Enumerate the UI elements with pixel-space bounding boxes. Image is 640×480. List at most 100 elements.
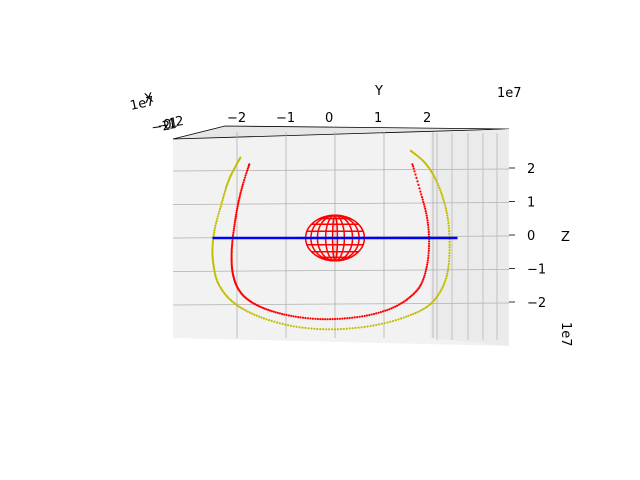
trajectory-point (313, 327, 316, 330)
trajectory-point (238, 197, 241, 200)
trajectory-point (428, 240, 431, 243)
trajectory-point (353, 316, 356, 319)
trajectory-point (419, 190, 422, 193)
trajectory-point (289, 324, 292, 327)
trajectory-point (287, 324, 290, 327)
trajectory-point (212, 265, 215, 268)
trajectory-point (281, 322, 284, 325)
trajectory-point (369, 324, 372, 328)
trajectory-point (426, 305, 429, 308)
trajectory-point (425, 268, 428, 271)
trajectory-point (211, 245, 214, 248)
trajectory-point (213, 226, 216, 229)
trajectory-point (211, 250, 214, 253)
trajectory-point (213, 229, 216, 232)
trajectory-point (417, 183, 420, 186)
trajectory-point (222, 196, 225, 200)
trajectory-point (427, 226, 430, 229)
trajectory-point (375, 323, 378, 327)
trajectory-point (234, 302, 237, 305)
trajectory-point (447, 227, 451, 230)
trajectory-point (261, 306, 264, 309)
trajectory-point (242, 181, 245, 184)
trajectory-point (418, 285, 421, 288)
trajectory-point (434, 297, 437, 300)
trajectory-point (422, 276, 425, 279)
trajectory-point (299, 316, 302, 319)
trajectory-point (336, 317, 339, 320)
trajectory-point (437, 184, 440, 187)
trajectory-point (426, 221, 429, 224)
trajectory-point (262, 317, 265, 320)
trajectory-point (436, 182, 439, 185)
trajectory-point (448, 240, 451, 244)
trajectory-point (442, 197, 445, 200)
trajectory-point (427, 254, 430, 257)
trajectory-point (423, 205, 426, 208)
trajectory-point (233, 221, 236, 224)
trajectory-point (411, 165, 415, 168)
trajectory-point (419, 283, 422, 286)
trajectory-point (427, 230, 430, 234)
x-axis-label: X (143, 91, 154, 107)
trajectory-point (251, 312, 254, 315)
y-tick-label: 0 (325, 111, 333, 126)
trajectory-point (319, 318, 322, 321)
trajectory-point (397, 303, 400, 306)
trajectory-point (306, 317, 309, 320)
trajectory-point (212, 262, 215, 265)
trajectory-point (443, 281, 446, 284)
x-tick-label: 2 (174, 114, 184, 130)
trajectory-point (301, 326, 304, 329)
trajectory-point (230, 247, 233, 250)
trajectory-point (236, 207, 239, 210)
trajectory-point (432, 175, 435, 178)
z-grid-line (172, 202, 510, 205)
trajectory-point (236, 205, 239, 208)
trajectory-point (424, 207, 427, 210)
trajectory-point (316, 327, 319, 331)
trajectory-point (426, 216, 429, 219)
trajectory-point (211, 239, 215, 242)
trajectory-point (325, 328, 328, 331)
trajectory-point (268, 309, 271, 312)
trajectory-point (253, 313, 256, 316)
trajectory-point (211, 258, 214, 261)
y-tick-label: −2 (227, 111, 246, 126)
trajectory-point (432, 300, 435, 303)
trajectory-point (218, 285, 221, 288)
trajectory-point (218, 207, 222, 211)
trajectory-point (235, 163, 238, 167)
trajectory-point (213, 268, 216, 271)
trajectory-point (442, 200, 445, 203)
trajectory-point (213, 270, 216, 273)
trajectory-point (342, 327, 345, 330)
trajectory-point (273, 320, 276, 323)
trajectory-point (448, 254, 451, 257)
trajectory-point (447, 224, 450, 227)
trajectory-point (411, 163, 414, 166)
trajectory-point (422, 307, 425, 311)
trajectory-point (233, 225, 236, 228)
trajectory-point (447, 221, 450, 225)
trajectory-point (211, 260, 215, 263)
trajectory-point (427, 233, 430, 236)
trajectory-point (234, 215, 237, 218)
trajectory-point (447, 268, 450, 271)
trajectory-point (446, 216, 449, 219)
trajectory-point (241, 183, 244, 186)
z-tick-label: 0 (527, 229, 535, 244)
trajectory-point (235, 211, 238, 214)
trajectory-point (232, 231, 235, 234)
trajectory-point (230, 249, 233, 252)
trajectory-point (338, 317, 341, 320)
z-grid-line (172, 302, 510, 306)
trajectory-point (441, 286, 444, 290)
trajectory-point (442, 285, 445, 288)
trajectory-point (428, 242, 431, 245)
trajectory-point (390, 307, 393, 310)
trajectory-point (230, 255, 233, 258)
trajectory-series (211, 149, 451, 331)
trajectory-point (425, 265, 428, 269)
trajectory-point (380, 322, 383, 325)
